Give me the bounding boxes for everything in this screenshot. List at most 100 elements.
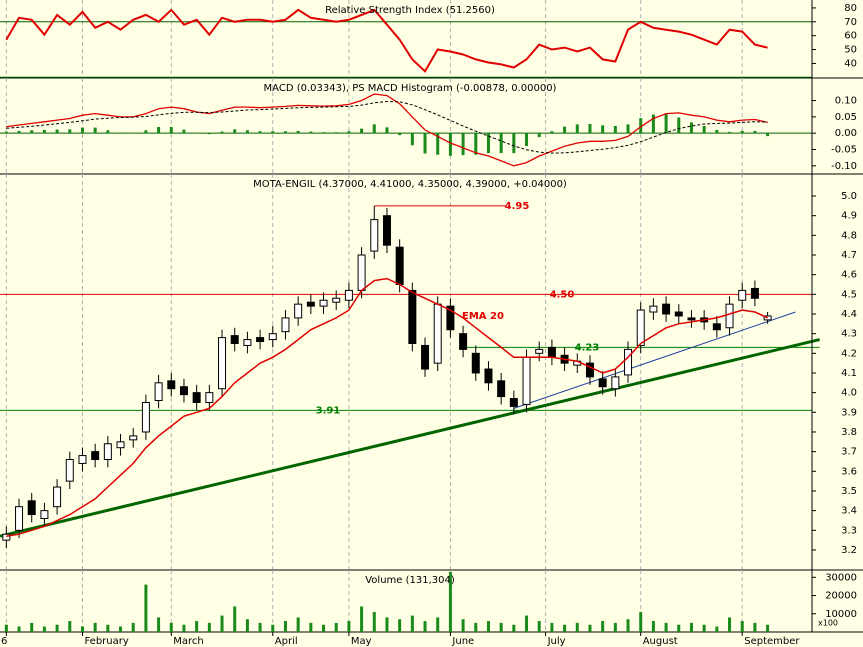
- volume-bar: [613, 622, 617, 632]
- histogram-bar: [42, 129, 46, 134]
- candle-body: [547, 346, 556, 358]
- histogram-bar: [30, 130, 34, 134]
- candle-body: [624, 348, 633, 376]
- y-tick-label: 3.4: [841, 506, 857, 517]
- histogram-bar: [474, 133, 478, 155]
- volume-bar: [436, 617, 440, 632]
- histogram-bar: [740, 130, 744, 134]
- volume-bar: [677, 624, 681, 632]
- volume-bar: [385, 617, 389, 632]
- histogram-bar: [715, 129, 719, 134]
- histogram-bar: [106, 130, 110, 134]
- candle-body: [256, 337, 265, 343]
- volume-bar: [119, 626, 123, 632]
- volume-bar: [283, 621, 287, 632]
- volume-bar: [68, 621, 72, 632]
- volume-bar: [563, 624, 567, 632]
- volume-bar: [322, 624, 326, 632]
- candle-body: [218, 337, 227, 390]
- histogram-bar: [182, 129, 186, 134]
- histogram-bar: [258, 131, 262, 134]
- y-tick-label: 3.9: [841, 407, 857, 418]
- volume-bar: [398, 619, 402, 632]
- level-label: 3.91: [316, 405, 341, 416]
- volume-bar: [220, 615, 224, 632]
- volume-bar: [271, 624, 275, 632]
- candle-body: [484, 368, 493, 384]
- histogram-bar: [499, 133, 503, 154]
- volume-bar: [689, 622, 693, 632]
- volume-bar: [525, 615, 529, 632]
- volume-bar: [131, 622, 135, 632]
- x-tick-label: February: [84, 636, 128, 647]
- histogram-bar: [461, 133, 465, 156]
- candle-body: [674, 311, 683, 317]
- x-tick-label: August: [643, 636, 678, 647]
- candle-body: [40, 510, 49, 519]
- candle-body: [65, 458, 74, 482]
- y-tick-label: 4.1: [841, 368, 857, 379]
- volume-bar: [575, 622, 579, 632]
- volume-bar: [639, 611, 643, 632]
- candle-body: [268, 333, 277, 341]
- candle-body: [459, 333, 468, 350]
- candle-body: [535, 348, 544, 354]
- volume-bar: [715, 626, 719, 632]
- trend-line: [513, 311, 796, 409]
- x-tick-label: 6: [1, 636, 7, 647]
- candle-body: [611, 376, 620, 390]
- x-tick-label: May: [351, 636, 372, 647]
- candle-body: [306, 301, 315, 307]
- volume-bar: [360, 606, 364, 632]
- panel-title: MOTA-ENGIL (4.37000, 4.41000, 4.35000, 4…: [253, 179, 567, 190]
- volume-bar: [4, 624, 8, 632]
- candle-body: [522, 356, 531, 405]
- candle-body: [712, 323, 721, 331]
- histogram-bar: [766, 133, 770, 137]
- histogram-bar: [613, 126, 617, 134]
- volume-bar: [499, 622, 503, 632]
- candle-body: [370, 219, 379, 252]
- candle-body: [585, 362, 594, 378]
- histogram-bar: [689, 122, 693, 134]
- histogram-bar: [448, 133, 452, 156]
- panel-title: MACD (0.03343), PS MACD Histogram (-0.00…: [264, 83, 557, 94]
- volume-bar: [30, 622, 34, 632]
- y-tick-label: 3.3: [841, 525, 857, 536]
- volume-bar: [588, 624, 592, 632]
- candle-body: [103, 443, 112, 460]
- histogram-bar: [588, 124, 592, 134]
- histogram-bar: [80, 127, 84, 134]
- volume-bar: [233, 606, 237, 632]
- y-tick-label: 4.5: [841, 289, 857, 300]
- y-tick-label: 10000: [825, 609, 857, 620]
- candle-body: [281, 317, 290, 333]
- candle-body: [509, 398, 518, 407]
- panel-title: Volume (131,304): [365, 575, 455, 586]
- candle-body: [636, 309, 645, 346]
- volume-bar: [372, 611, 376, 632]
- histogram-bar: [664, 114, 668, 134]
- candle-body: [192, 392, 201, 403]
- candle-body: [598, 378, 607, 388]
- histogram-bar: [550, 131, 554, 134]
- candle-body: [471, 352, 480, 374]
- x-tick-label: March: [173, 636, 203, 647]
- x-tick-label: September: [744, 636, 800, 647]
- level-label: 4.23: [575, 342, 600, 353]
- histogram-bar: [68, 129, 72, 134]
- y-tick-label: 3.8: [841, 427, 857, 438]
- signal-line: [6, 100, 768, 154]
- rsi-line: [5, 8, 768, 73]
- histogram-bar: [639, 118, 643, 134]
- volume-bar: [195, 621, 199, 632]
- volume-bar: [702, 624, 706, 632]
- volume-bar: [169, 622, 173, 632]
- volume-bar: [258, 622, 262, 632]
- candle-body: [433, 303, 442, 364]
- histogram-bar: [157, 126, 161, 134]
- candle-body: [78, 455, 87, 464]
- volume-bar: [550, 622, 554, 632]
- y-tick-label: 40: [844, 58, 857, 69]
- histogram-bar: [283, 131, 287, 134]
